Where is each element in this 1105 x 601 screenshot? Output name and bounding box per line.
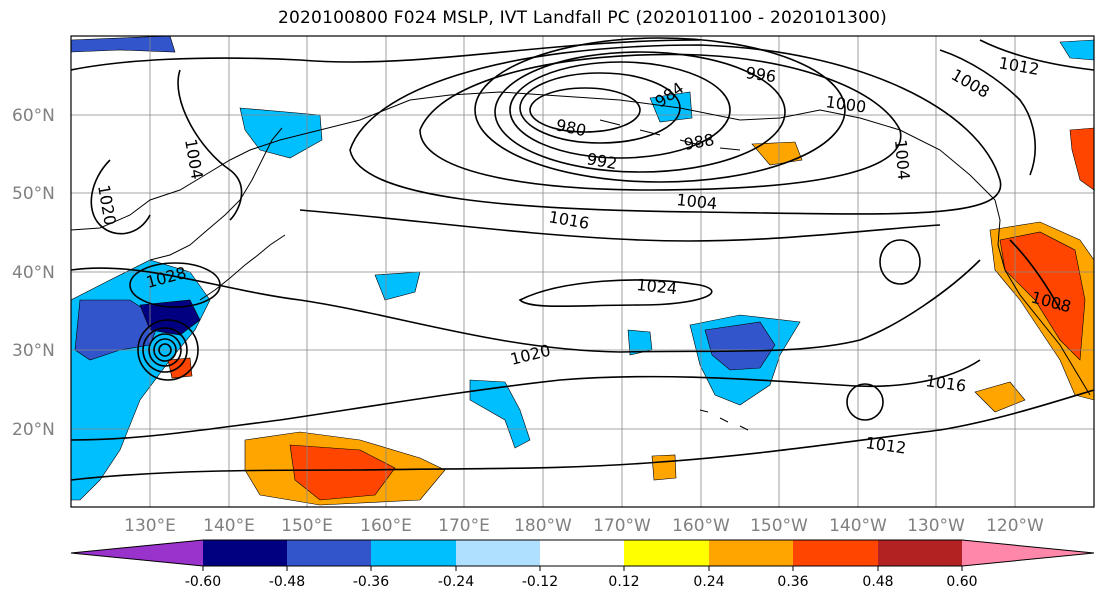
lon-label: 130°E [124, 516, 176, 536]
contour-1012 [71, 39, 701, 71]
contour-1020-west [90, 159, 151, 235]
colorbar-tick-label: -0.36 [353, 574, 389, 590]
ivt-positive-region [974, 381, 1026, 413]
contour-984 [519, 72, 681, 144]
colorbar-segment [540, 540, 624, 566]
contour-1024 [518, 279, 713, 308]
lon-label: 180°W [514, 516, 572, 536]
contour-1004 [349, 44, 1002, 215]
colorbar-segment [203, 540, 287, 566]
ivt-negative-region [1059, 39, 1094, 61]
ivt-positive-region [651, 454, 677, 481]
lon-label: 130°W [907, 516, 965, 536]
colorbar-tick-label: 0.60 [946, 574, 977, 590]
contour-1016-south [71, 359, 981, 441]
lon-label: 170°W [593, 516, 651, 536]
lon-label: 160°E [360, 516, 412, 536]
colorbar-segment [793, 540, 878, 566]
colorbar-segment [624, 540, 709, 566]
map-title: 2020100800 F024 MSLP, IVT Landfall PC (2… [278, 8, 887, 28]
colorbar-segment [709, 540, 793, 566]
colorbar-segment [287, 540, 371, 566]
ivt-positive-region [167, 357, 193, 379]
colorbar-tick-label: -0.48 [269, 574, 305, 590]
lon-label: 140°W [829, 516, 887, 536]
contour-1008-sw [1009, 239, 1061, 311]
contour-1012-ne [979, 39, 1094, 71]
contour-label: 1004 [676, 190, 718, 213]
colorbar: -0.60 -0.48 -0.36 -0.24 -0.12 0.12 0.24 … [70, 539, 1095, 590]
ivt-shading [71, 36, 1094, 506]
asia-coastline [71, 99, 411, 231]
contour-1012-south [71, 389, 1094, 481]
map-frame [70, 35, 1095, 508]
colorbar-segment [456, 540, 540, 566]
lon-label: 150°E [281, 516, 333, 536]
contour-label: 996 [744, 63, 777, 86]
contour-996 [474, 37, 846, 183]
colorbar-tick-label: 0.24 [693, 574, 724, 590]
colorbar-tick-label: -0.60 [185, 574, 221, 590]
ivt-negative-region [71, 36, 176, 53]
contour-1016-local [846, 383, 884, 421]
lat-label: 60°N [12, 106, 55, 126]
ivt-negative-region [704, 321, 776, 371]
contour-992 [494, 51, 786, 173]
typhoon-contour [148, 333, 182, 367]
colorbar-segment [878, 540, 962, 566]
contour-1004-local [879, 239, 921, 285]
lon-label: 150°W [750, 516, 808, 536]
ivt-negative-region [139, 299, 201, 336]
colorbar-segment [962, 540, 1094, 566]
colorbar-tick-label: -0.24 [438, 574, 474, 590]
lon-label: 140°E [203, 516, 255, 536]
typhoon-contour [158, 343, 172, 357]
lat-label: 30°N [12, 341, 55, 361]
contour-1020 [71, 259, 981, 353]
contour-1008-ne [939, 49, 1036, 176]
ivt-positive-region [1069, 127, 1094, 191]
lat-label: 40°N [12, 263, 55, 283]
north-america-coast [994, 199, 1091, 396]
japan-islands [199, 234, 286, 301]
map-panel [71, 36, 1094, 507]
coastlines [71, 91, 1091, 431]
typhoon-contour [137, 319, 199, 381]
contour-980 [529, 87, 641, 133]
contour-988 [509, 61, 731, 159]
ivt-positive-region [289, 444, 396, 501]
hawaii-islands [699, 409, 749, 431]
colorbar-segment [71, 540, 203, 566]
ivt-positive-region [751, 141, 803, 166]
mslp-contours [71, 37, 1094, 481]
aleutian-islands [599, 119, 741, 151]
colorbar-segment [371, 540, 456, 566]
typhoon-contour [142, 327, 188, 373]
contour-1008-west [177, 69, 243, 221]
contour-1028 [129, 262, 221, 308]
alaska-coastline [409, 91, 996, 201]
lat-label: 20°N [12, 420, 55, 440]
colorbar-tick-label: 0.48 [862, 574, 893, 590]
contour-label: 1004 [891, 139, 913, 181]
contour-1016 [299, 209, 941, 242]
korea-japan-coast [149, 127, 283, 261]
colorbar-tick-label: -0.12 [522, 574, 558, 590]
lat-label: 50°N [12, 184, 55, 204]
contour-label: 1024 [636, 275, 678, 298]
typhoon-contour [153, 338, 177, 362]
lon-label: 170°E [438, 516, 490, 536]
colorbar-tick-label: 0.12 [608, 574, 639, 590]
contour-1000 [419, 53, 902, 191]
colorbar-tick-label: 0.36 [777, 574, 808, 590]
lon-label: 120°W [986, 516, 1044, 536]
lon-label: 160°W [672, 516, 730, 536]
